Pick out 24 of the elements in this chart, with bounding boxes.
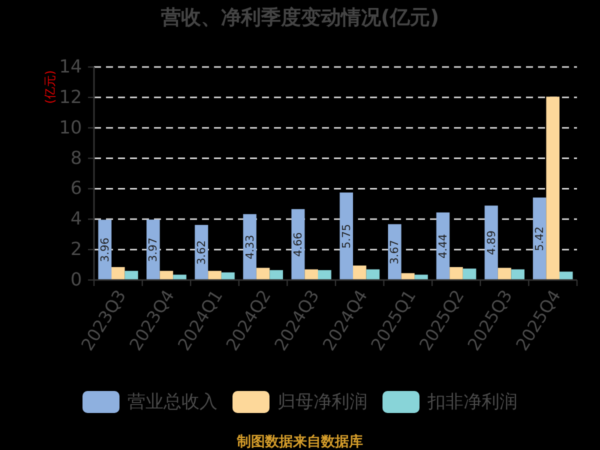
title: 营收、净利季度变动情况(亿元) [160, 5, 440, 29]
legend-label: 归母净利润 [278, 392, 368, 412]
data-label: 5.75 [340, 224, 353, 248]
data-label: 4.33 [243, 234, 256, 260]
y-tick-label: 0 [70, 270, 82, 290]
y-tick-label: 8 [70, 148, 82, 169]
y-tick-label: 14 [59, 56, 82, 78]
y-tick-label: 4 [70, 208, 82, 230]
data-label: 4.44 [436, 234, 450, 258]
data-label: 3.96 [98, 238, 112, 262]
y-tick-label: 6 [70, 178, 82, 200]
y-tick-label: 12 [59, 86, 82, 108]
y-tick-label: 10 [59, 117, 82, 138]
data-label: 3.97 [146, 238, 160, 262]
legend-label: 营业总收入 [128, 392, 218, 412]
data-label: 3.62 [194, 240, 208, 265]
data-label: 5.42 [533, 226, 546, 252]
data-label: 4.66 [292, 232, 305, 257]
data-label: 3.67 [388, 240, 402, 264]
data-label: 4.89 [484, 230, 498, 256]
legend-label: 扣非净利润 [426, 392, 518, 412]
ylabel: (亿元) [43, 70, 57, 104]
annotation: 制图数据来自数据库 [237, 434, 363, 450]
y-tick-label: 2 [70, 239, 82, 260]
